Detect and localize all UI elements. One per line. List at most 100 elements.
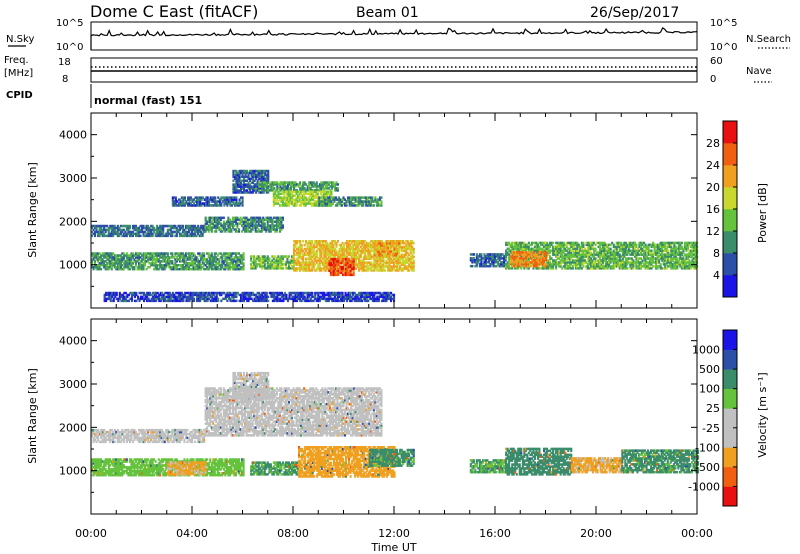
data-cell <box>194 232 197 236</box>
data-cell <box>636 261 639 264</box>
data-cell <box>212 224 215 227</box>
data-cell <box>235 173 238 177</box>
data-cell <box>215 200 218 203</box>
data-cell <box>178 228 181 232</box>
data-cell <box>597 255 600 258</box>
data-cell <box>286 257 289 260</box>
data-cell <box>343 271 346 275</box>
data-cell <box>181 260 184 263</box>
data-cell <box>301 196 304 199</box>
data-cell <box>582 241 585 245</box>
data-cell <box>335 253 338 257</box>
data-cell <box>411 240 414 243</box>
data-cell <box>565 265 568 268</box>
data-cell <box>481 264 484 268</box>
data-cell <box>348 265 351 269</box>
data-cell <box>398 242 401 245</box>
data-cell <box>215 252 218 255</box>
data-cell <box>379 242 382 245</box>
data-cell <box>379 252 382 255</box>
data-cell <box>163 266 166 269</box>
data-cell <box>474 259 477 262</box>
data-cell <box>588 267 591 270</box>
data-cell <box>377 269 380 272</box>
data-cell <box>173 200 176 203</box>
data-cell <box>555 259 558 262</box>
data-cell <box>312 261 315 264</box>
data-cell <box>145 228 148 232</box>
data-cell <box>320 189 323 192</box>
data-cell <box>192 252 195 255</box>
data-cell <box>136 232 139 236</box>
data-cell <box>349 271 352 275</box>
data-cell <box>303 253 306 257</box>
data-cell <box>293 247 296 251</box>
data-cell <box>186 230 189 234</box>
data-cell <box>562 249 565 252</box>
data-cell <box>145 256 148 259</box>
data-cell <box>184 252 187 255</box>
data-cell <box>198 267 201 271</box>
data-cell <box>324 261 327 264</box>
data-cell <box>262 261 265 264</box>
data-cell <box>585 243 588 247</box>
data-cell <box>271 261 274 264</box>
data-cell <box>232 200 235 203</box>
data-cell <box>294 259 297 262</box>
data-cell <box>296 253 299 257</box>
data-cell <box>399 261 402 264</box>
data-cell <box>219 256 222 259</box>
data-cell <box>520 245 523 249</box>
data-cell <box>306 263 309 266</box>
data-cell <box>267 171 270 175</box>
data-cell <box>174 202 177 205</box>
data-cell <box>354 196 357 199</box>
data-cell <box>319 200 322 203</box>
data-cell <box>353 241 356 245</box>
data-cell <box>641 259 644 262</box>
data-cell <box>337 198 340 201</box>
data-cell <box>227 216 230 220</box>
data-cell <box>250 222 253 225</box>
data-cell <box>588 257 591 260</box>
data-cell <box>390 240 393 243</box>
data-cell <box>207 260 210 263</box>
data-cell <box>639 263 642 266</box>
data-cell <box>238 175 241 179</box>
data-cell <box>205 196 208 199</box>
data-cell <box>318 261 321 264</box>
data-cell <box>166 234 169 238</box>
data-cell <box>253 185 256 188</box>
data-cell <box>303 198 306 201</box>
data-cell <box>608 247 611 251</box>
data-cell <box>374 261 377 264</box>
data-cell <box>316 204 319 207</box>
data-cell <box>136 267 139 271</box>
data-cell <box>365 269 368 272</box>
data-cell <box>280 265 283 268</box>
data-cell <box>200 267 203 271</box>
data-cell <box>110 256 113 259</box>
data-cell <box>381 244 384 247</box>
data-cell <box>224 266 227 269</box>
data-cell <box>564 247 567 251</box>
data-cell <box>320 269 323 272</box>
data-cell <box>314 251 317 255</box>
data-cell <box>118 234 121 238</box>
data-cell <box>324 249 327 253</box>
data-cell <box>576 267 579 270</box>
data-cell <box>294 202 297 205</box>
data-cell <box>593 247 596 251</box>
data-cell <box>546 267 549 270</box>
data-cell <box>368 249 371 253</box>
data-cell <box>335 265 338 269</box>
data-cell <box>207 216 210 220</box>
data-cell <box>131 226 134 230</box>
data-cell <box>309 190 312 194</box>
data-cell <box>409 255 412 259</box>
data-cell <box>141 260 144 263</box>
data-cell <box>356 240 359 243</box>
data-cell <box>530 257 533 260</box>
data-cell <box>358 243 361 247</box>
data-cell <box>391 240 394 243</box>
